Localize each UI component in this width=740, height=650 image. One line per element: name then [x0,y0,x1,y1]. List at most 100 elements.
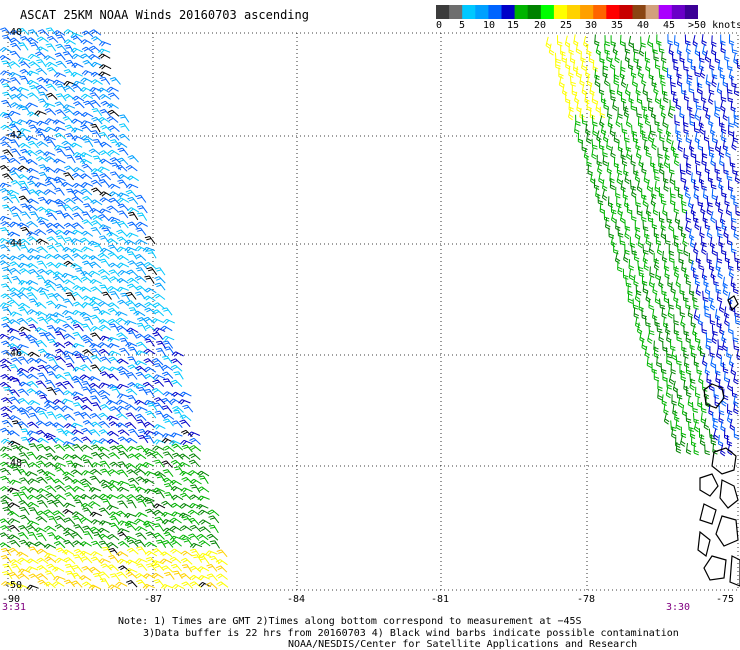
wind-barb [9,405,22,412]
wind-barb [161,307,173,316]
wind-barb [161,433,175,439]
wind-barb [108,133,120,141]
wind-barb [45,139,57,148]
wind-barb [163,346,175,355]
wind-barb [83,203,94,212]
wind-barb [722,283,729,296]
wind-barb [71,53,84,59]
wind-barb [62,323,75,331]
wind-barb [663,316,669,329]
wind-barb [135,413,147,421]
wind-barb [636,180,643,193]
wind-barb [116,551,129,557]
wind-barb [216,581,229,588]
wind-barb [9,539,21,548]
wind-barb [88,487,102,493]
wind-barb [80,502,93,509]
wind-barb [650,107,657,120]
wind-barb [635,146,642,160]
wind-barb [97,446,110,452]
wind-barb [710,211,716,224]
wind-barb [90,494,103,500]
wind-barb [179,503,192,509]
wind-barb [671,52,678,64]
wind-barb [8,110,21,117]
wind-barb [52,119,66,125]
wind-barb [7,487,20,493]
wind-barb [614,51,620,64]
wind-barb [117,147,129,156]
wind-barb [666,212,673,224]
wind-barb [676,330,682,343]
wind-barb [153,293,166,300]
wind-barb [25,566,39,572]
wind-barb [162,451,174,460]
wind-barb [144,287,157,294]
wind-barb [181,516,193,524]
wind-barb [10,42,22,51]
wind-barb [44,525,57,532]
wind-barb [98,235,110,244]
wind-barb [81,380,92,390]
wind-barb [106,438,120,445]
wind-barb [170,563,182,572]
wind-barb [628,259,635,271]
wind-barb [118,123,130,132]
wind-barb [581,59,587,72]
wind-barb [634,220,641,232]
wind-barb [146,267,158,276]
wind-barb [98,540,110,549]
wind-barb [728,116,734,128]
wind-barb [8,335,21,342]
wind-barb [36,120,49,127]
wind-barb [26,262,39,269]
wind-barb [660,218,666,231]
wind-barb [613,74,619,86]
wind-barb [602,59,609,71]
legend-swatch [619,5,633,19]
wind-barb [143,295,156,302]
wind-barb [105,399,119,406]
wind-barb [153,402,164,411]
wind-barb [61,286,74,293]
wind-barb [673,228,679,241]
wind-barb [665,124,672,137]
wind-barb [44,332,56,340]
wind-barb [163,418,174,427]
wind-barb [616,163,623,176]
wind-barb [56,235,67,244]
wind-barb [162,340,174,349]
wind-barb [654,292,661,305]
wind-barb [26,558,39,565]
wind-barb [80,454,93,460]
wind-barb [624,172,630,185]
wind-barb [99,284,110,294]
wind-barb [657,147,663,159]
wind-barb [722,276,728,289]
wind-barb [725,203,732,216]
wind-barb [9,364,21,373]
wind-barb [43,471,56,477]
wind-barb [701,242,707,255]
wind-barb [27,140,39,149]
wind-barb [107,343,120,349]
wind-barb [169,517,182,524]
wind-barb [127,260,139,268]
wind-barb [568,66,574,78]
wind-barb [26,79,40,86]
wind-barb [63,390,76,397]
wind-barb [80,334,93,342]
wind-barb [43,55,56,61]
wind-barb [733,84,740,97]
wind-barb [108,191,121,197]
wind-barb [711,244,718,256]
wind-barb [98,420,110,429]
wind-barb [117,461,129,470]
wind-barb [18,180,29,190]
wind-barb [685,220,691,233]
wind-barb [162,413,175,420]
wind-barb [26,373,39,380]
wind-barb [647,331,653,344]
wind-barb [189,494,202,501]
wind-barb [710,178,717,190]
